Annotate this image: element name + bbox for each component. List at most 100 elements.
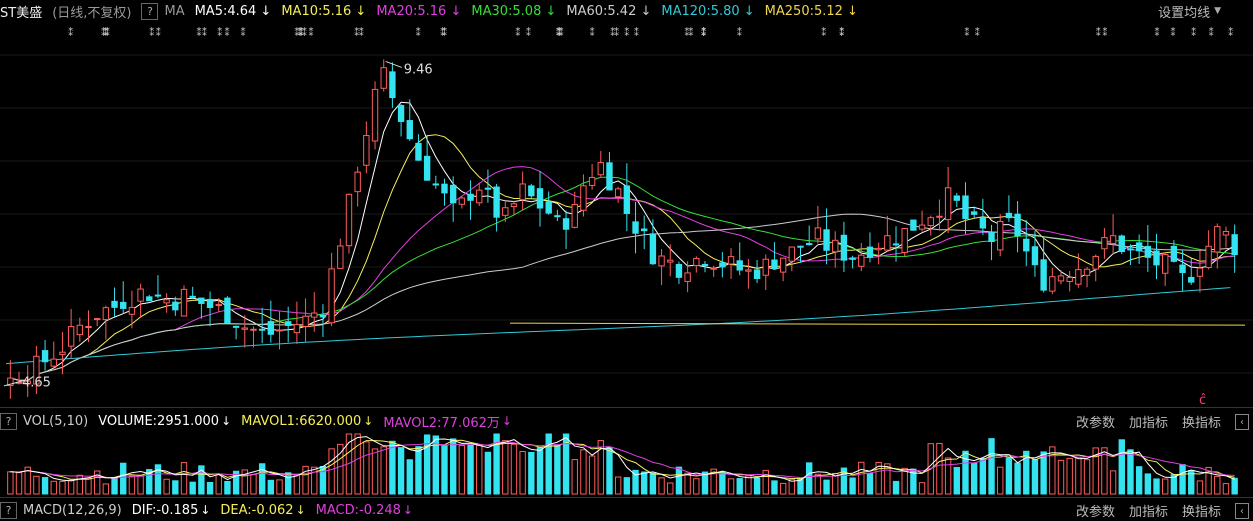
volume-bar bbox=[128, 475, 136, 495]
candle-body bbox=[745, 269, 752, 272]
candle-body bbox=[250, 328, 257, 331]
high-label: 9.46 bbox=[404, 62, 433, 77]
candle-body bbox=[432, 183, 440, 186]
candle-body bbox=[1031, 246, 1039, 266]
stock-name[interactable]: ST美盛 bbox=[0, 5, 43, 21]
help-button[interactable]: ? bbox=[141, 2, 159, 20]
macd-help-button[interactable]: ? bbox=[0, 501, 17, 519]
volume-bar bbox=[1083, 459, 1091, 495]
down-arrow-icon: ↓ bbox=[501, 414, 512, 428]
volume-add-indicator-button[interactable]: 加指标 bbox=[1128, 415, 1168, 431]
volume-bar bbox=[258, 463, 266, 495]
volume-bar bbox=[1075, 456, 1082, 495]
candlestick-chart[interactable]: ⁑ ⁑⁑ ⁑ ⁑ ⁑⁑ ⁑⁑⁑⁑ ⁑⁑⁑ ⁑⁑ ⁑⁑ ⁑⁑⁑⁑ ⁑ ⁑⁑ ⁑ ⁑⁑ ⁑ ⁑ ⁑⁑⁑ ⁑⁑⁑ ⁑⁑⁑ ⁑… bbox=[0, 22, 1253, 407]
volume-bar bbox=[50, 480, 57, 495]
candle-body bbox=[528, 185, 535, 197]
candle-body bbox=[1092, 255, 1099, 270]
volume-indicator-name[interactable]: VOL(5,10) bbox=[23, 413, 89, 429]
candle-body bbox=[189, 295, 196, 298]
candle-body bbox=[1205, 245, 1212, 268]
volume-bar bbox=[953, 466, 960, 495]
event-marker: ⁑ bbox=[156, 26, 161, 39]
volume-bar bbox=[849, 477, 856, 495]
volume-bar bbox=[502, 440, 509, 495]
event-marker: ⁑ bbox=[701, 26, 706, 39]
candle-body bbox=[710, 267, 717, 270]
candle-body bbox=[476, 189, 483, 204]
macd-switch-indicator-button[interactable]: 换指标 bbox=[1181, 504, 1221, 520]
volume-bar bbox=[206, 481, 214, 495]
volume-bar bbox=[319, 465, 327, 495]
event-marker: ⁑ bbox=[224, 26, 229, 39]
low-label: 4.65 bbox=[22, 376, 51, 391]
event-marker: ⁑ bbox=[684, 26, 689, 39]
volume-bar bbox=[901, 467, 908, 495]
candle-body bbox=[597, 162, 604, 176]
candle-body bbox=[858, 254, 865, 267]
volume-help-button[interactable]: ? bbox=[0, 412, 17, 430]
volume-change-params-button[interactable]: 改参数 bbox=[1075, 415, 1115, 431]
ma-item-2: MA20:5.16 ↓ bbox=[376, 3, 462, 19]
volume-bar bbox=[467, 444, 474, 495]
candle-body bbox=[285, 321, 292, 326]
candle-body bbox=[1118, 235, 1125, 253]
volume-ma-line bbox=[10, 436, 1235, 482]
macd-indicator-name[interactable]: MACD(12,26,9) bbox=[23, 502, 122, 518]
event-marker: ⁑ bbox=[590, 26, 595, 39]
candle-body bbox=[93, 318, 101, 321]
volume-bar bbox=[1188, 470, 1195, 495]
candle-body bbox=[1014, 213, 1021, 237]
volume-header: ? VOL(5,10) VOLUME:2951.000 ↓ MAVOL1:662… bbox=[0, 410, 1253, 432]
event-marker: ⁑ bbox=[299, 26, 304, 39]
volume-bar bbox=[597, 440, 604, 495]
volume-bar bbox=[189, 481, 196, 495]
ma250-line bbox=[509, 322, 1246, 326]
candle-body bbox=[545, 201, 552, 214]
macd-change-params-button[interactable]: 改参数 bbox=[1075, 504, 1115, 520]
volume-bar bbox=[632, 469, 639, 495]
event-marker: ⁑ bbox=[515, 26, 520, 39]
down-arrow-icon: ↓ bbox=[363, 414, 374, 428]
candle-body bbox=[137, 288, 144, 302]
candle-body bbox=[206, 298, 214, 308]
volume-bar bbox=[423, 434, 431, 495]
collapse-icon[interactable]: ‹ bbox=[1235, 414, 1249, 430]
volume-bar bbox=[493, 433, 500, 495]
candle-body bbox=[102, 307, 110, 321]
volume-switch-indicator-button[interactable]: 换指标 bbox=[1181, 415, 1221, 431]
volume-bar bbox=[198, 465, 205, 495]
volume-bar bbox=[7, 471, 14, 495]
volume-bar bbox=[997, 466, 1004, 495]
settings-ma-button[interactable]: 设置均线 bbox=[1158, 5, 1211, 21]
event-marker: ⁑ bbox=[440, 26, 445, 39]
event-marker: ⁑ bbox=[217, 26, 222, 39]
candle-body bbox=[146, 296, 153, 302]
candle-body bbox=[389, 71, 396, 99]
volume-bar bbox=[93, 470, 101, 495]
volume-bar bbox=[519, 451, 526, 495]
volume-bar bbox=[727, 478, 735, 495]
volume-bar bbox=[476, 444, 483, 495]
volume-bar bbox=[337, 443, 344, 495]
volume-bar bbox=[163, 478, 170, 495]
volume-bar bbox=[675, 466, 683, 495]
volume-bar bbox=[1153, 478, 1160, 495]
candle-body bbox=[1179, 264, 1186, 274]
candle-body bbox=[423, 155, 431, 181]
candle-body bbox=[502, 207, 509, 216]
volume-bar bbox=[1144, 473, 1152, 495]
volume-bar bbox=[154, 464, 162, 495]
candle-body bbox=[1083, 268, 1091, 276]
candle-body bbox=[1109, 235, 1117, 245]
volume-bar bbox=[562, 433, 570, 495]
chevron-down-icon[interactable]: ▼ bbox=[1214, 6, 1221, 16]
macd-add-indicator-button[interactable]: 加指标 bbox=[1128, 504, 1168, 520]
volume-bar bbox=[649, 472, 657, 495]
volume-bar bbox=[180, 462, 188, 495]
volume-bar bbox=[571, 459, 578, 495]
adjust-mode[interactable]: (日线,不复权) bbox=[52, 5, 132, 21]
candle-body bbox=[59, 351, 66, 356]
collapse-icon[interactable]: ‹ bbox=[1235, 503, 1249, 519]
volume-bar bbox=[1231, 477, 1238, 495]
volume-bar bbox=[1135, 466, 1143, 495]
